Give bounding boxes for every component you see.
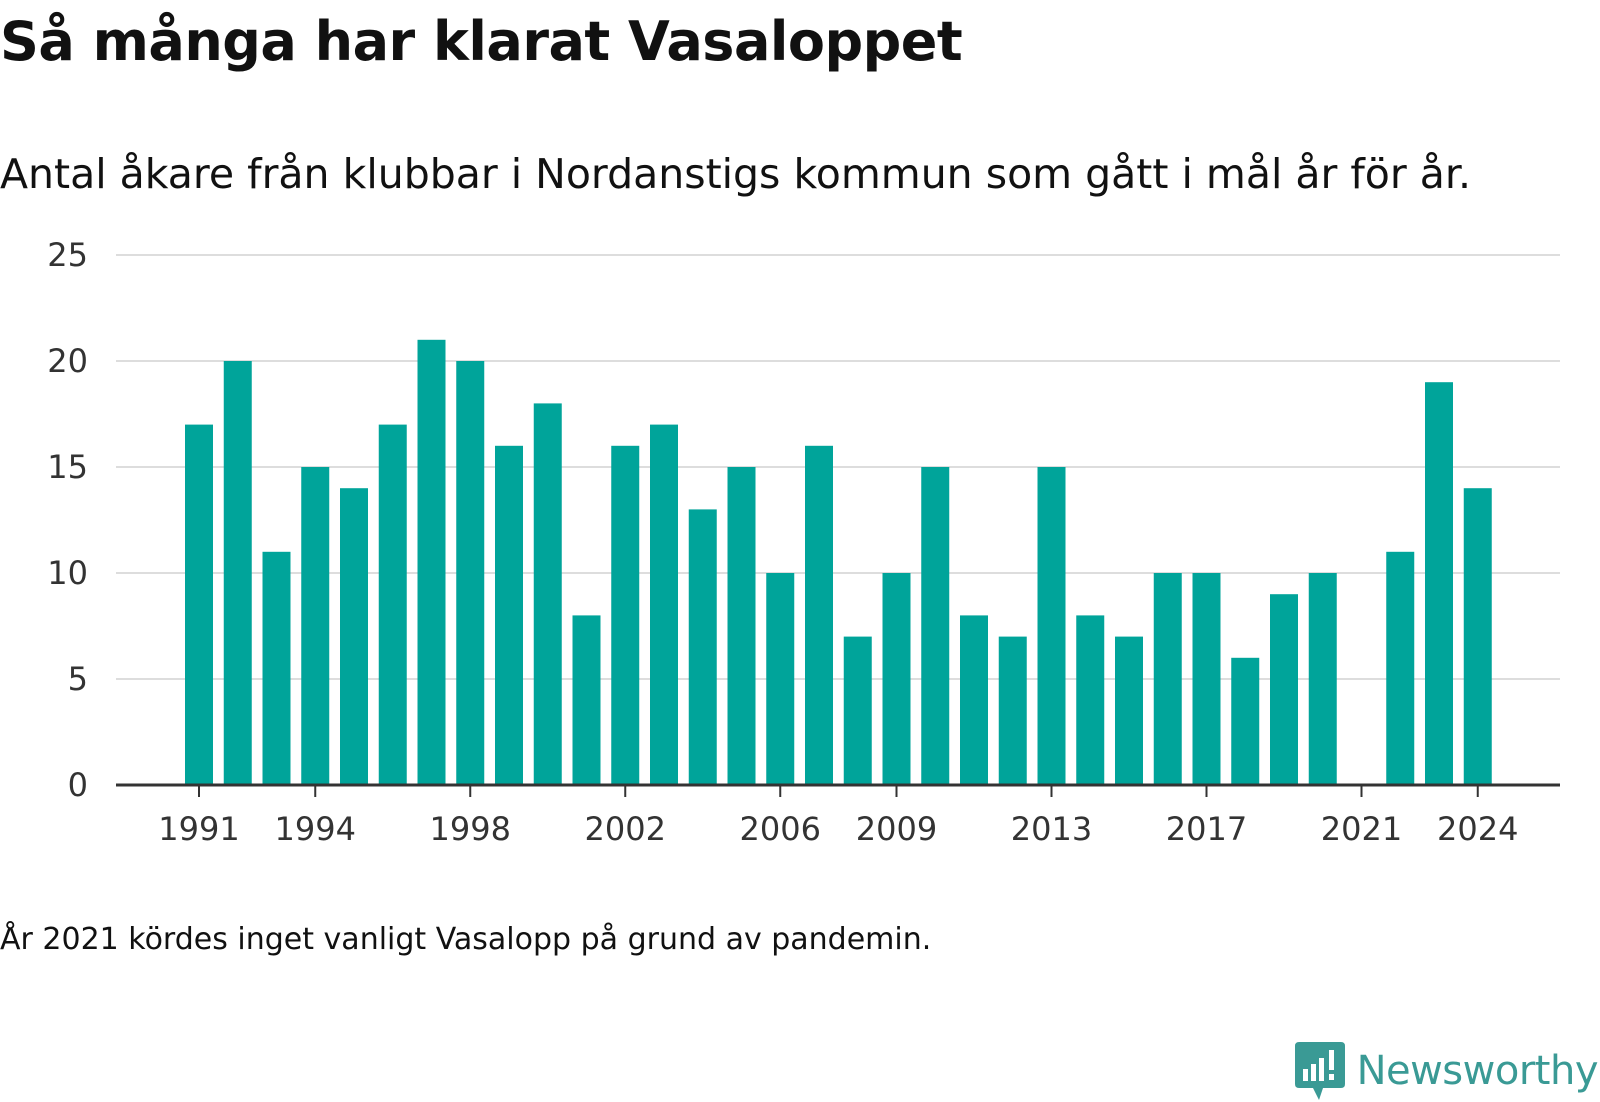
bar[interactable]	[1463, 488, 1492, 785]
bar[interactable]	[1153, 573, 1182, 785]
bar[interactable]	[766, 573, 795, 785]
bar[interactable]	[1386, 551, 1415, 785]
brand-logo[interactable]: Newsworthy	[1294, 1040, 1599, 1102]
bar[interactable]	[921, 467, 950, 785]
x-tick-label: 2021	[1321, 810, 1402, 848]
bar[interactable]	[805, 445, 833, 785]
bar[interactable]	[185, 424, 213, 785]
x-tick-label: 1991	[158, 810, 239, 848]
chart-title: Så många har klarat Vasaloppet	[0, 10, 963, 73]
bar[interactable]	[843, 636, 872, 785]
bar[interactable]	[1308, 573, 1337, 785]
bar[interactable]	[378, 424, 407, 785]
bar[interactable]	[1270, 594, 1298, 785]
x-tick-label: 1998	[430, 810, 511, 848]
y-tick-label: 10	[47, 554, 88, 592]
y-tick-label: 5	[68, 660, 88, 698]
bar[interactable]	[1076, 615, 1105, 785]
bar[interactable]	[223, 361, 252, 785]
bar[interactable]	[495, 445, 523, 785]
bar[interactable]	[1115, 636, 1143, 785]
bar[interactable]	[1037, 467, 1066, 785]
bar[interactable]	[1231, 657, 1260, 785]
newsworthy-logo-icon	[1294, 1042, 1345, 1100]
bar[interactable]	[572, 615, 601, 785]
bar[interactable]	[960, 615, 988, 785]
chart-footnote: År 2021 kördes inget vanligt Vasalopp på…	[0, 922, 932, 957]
bar-chart: 0 5 10 15 20 25 1991 1994 1998 2002 2006 2009 2013 20…	[47, 236, 1560, 848]
bar[interactable]	[262, 551, 291, 785]
bar[interactable]	[533, 403, 562, 785]
x-tick-label: 2009	[856, 810, 937, 848]
bar[interactable]	[1192, 573, 1221, 785]
y-tick-label: 20	[47, 342, 88, 380]
y-tick-label: 25	[47, 236, 88, 274]
brand-name: Newsworthy	[1356, 1048, 1599, 1094]
bar[interactable]	[456, 361, 485, 785]
bar[interactable]	[882, 573, 911, 785]
x-tick-label: 2024	[1437, 810, 1518, 848]
bar[interactable]	[611, 445, 640, 785]
y-tick-label: 0	[68, 766, 88, 804]
chart-subtitle: Antal åkare från klubbar i Nordanstigs k…	[0, 150, 1472, 198]
bar[interactable]	[417, 339, 446, 785]
bar[interactable]	[688, 509, 717, 785]
bar[interactable]	[650, 424, 678, 785]
x-tick-label: 2013	[1011, 810, 1092, 848]
bar[interactable]	[340, 488, 368, 785]
x-tick-label: 2006	[740, 810, 821, 848]
bar[interactable]	[301, 467, 330, 785]
y-tick-label: 15	[47, 448, 88, 486]
bar[interactable]	[998, 636, 1027, 785]
x-tick-label: 1994	[275, 810, 356, 848]
bar[interactable]	[727, 467, 756, 785]
x-tick-label: 2002	[585, 810, 666, 848]
x-tick-label: 2017	[1166, 810, 1247, 848]
bar[interactable]	[1425, 382, 1453, 785]
